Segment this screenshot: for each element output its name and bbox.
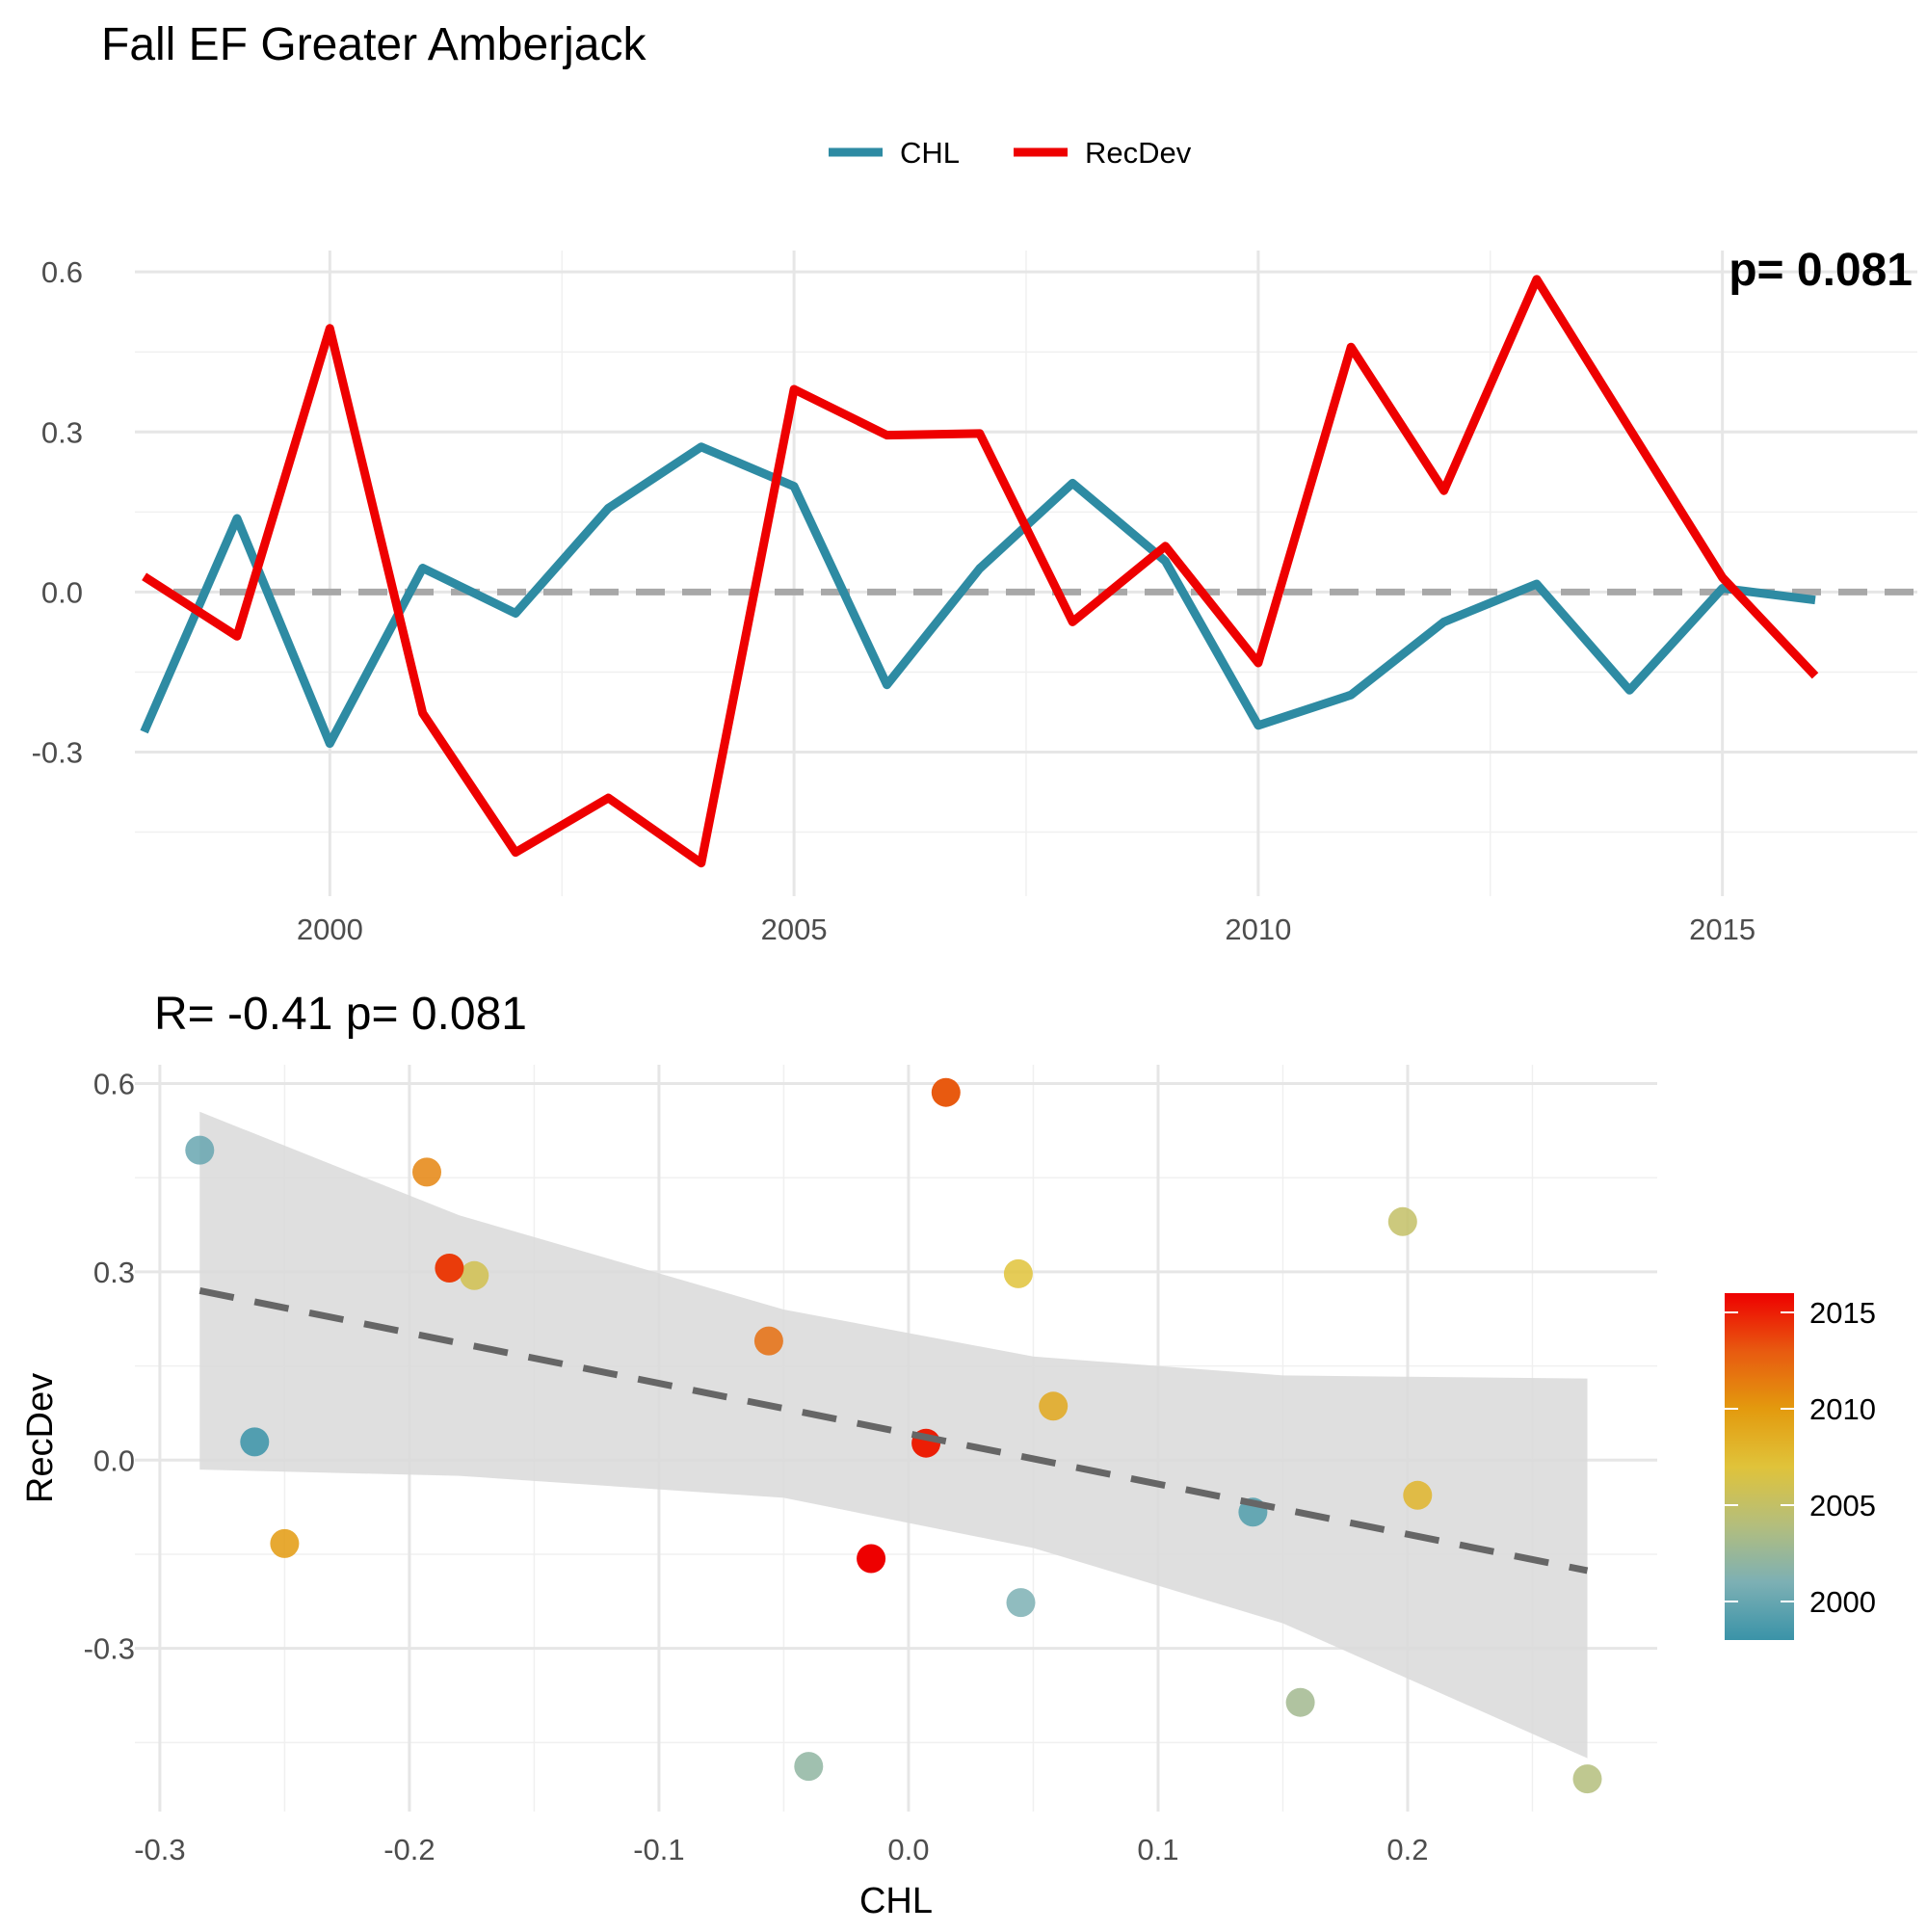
colorbar-label: 2005 (1809, 1489, 1876, 1522)
scatter-point (794, 1752, 824, 1782)
y-tick-label: 0.0 (93, 1443, 135, 1477)
x-tick-label: 2000 (297, 913, 363, 946)
scatter-point (240, 1427, 270, 1457)
y-tick-label: 0.6 (93, 1068, 135, 1101)
scatter-point (1285, 1687, 1315, 1717)
scatter-point (185, 1135, 215, 1165)
scatter-point (1039, 1391, 1069, 1421)
legend-label-chl: CHL (900, 136, 960, 170)
x-tick-label: -0.2 (383, 1833, 435, 1866)
y-tick-label: 0.3 (93, 1256, 135, 1289)
x-tick-label: 0.2 (1386, 1833, 1428, 1866)
y-tick-label: 0.3 (41, 415, 83, 449)
series-line-recdev (142, 275, 1819, 868)
scatter-point (1387, 1206, 1417, 1236)
colorbar: 2000 2005 2010 2015 (1725, 1293, 1876, 1640)
figure-title: Fall EF Greater Amberjack (101, 19, 647, 70)
scatter-point (270, 1528, 300, 1558)
x-tick-label: -0.3 (134, 1833, 185, 1866)
scatter-point (412, 1157, 441, 1187)
colorbar-label: 2000 (1809, 1585, 1876, 1619)
confidence-band (199, 1111, 1588, 1759)
scatter-point (1006, 1588, 1036, 1618)
scatter-title: R= -0.41 p= 0.081 (154, 989, 527, 1040)
x-tick-label: 2005 (761, 913, 828, 946)
colorbar-bar (1725, 1293, 1794, 1640)
x-tick-label: 2015 (1689, 913, 1755, 946)
scatter-point (931, 1077, 961, 1107)
y-tick-label: 0.6 (41, 255, 83, 289)
scatter-panel: R= -0.41 p= 0.081 -0.3 -0.2 -0.1 0.0 0.1 0.2 -0… (20, 989, 1876, 1921)
x-tick-label: 0.0 (887, 1833, 929, 1866)
timeseries-panel: CHL RecDev 2000 2005 2010 2015 -0.3 0.0 0.3 0.6 p=… (32, 136, 1917, 946)
scatter-point (1003, 1258, 1033, 1288)
scatter-point (857, 1544, 886, 1574)
colorbar-label: 2010 (1809, 1392, 1876, 1426)
colorbar-label: 2015 (1809, 1296, 1876, 1330)
x-axis-title: CHL (859, 1881, 933, 1921)
scatter-point (435, 1254, 464, 1283)
fit-line (198, 1287, 1589, 1575)
y-tick-label: -0.3 (84, 1632, 135, 1666)
scatter-point (753, 1326, 783, 1356)
scatter-point (1572, 1764, 1602, 1794)
x-tick-label: 0.1 (1137, 1833, 1178, 1866)
x-tick-label: 2010 (1225, 913, 1291, 946)
y-tick-label: 0.0 (41, 575, 83, 609)
scatter-point (460, 1260, 489, 1290)
series-line-chl (140, 442, 1816, 749)
y-tick-label: -0.3 (32, 735, 83, 769)
scatter-point (1403, 1480, 1433, 1510)
y-axis-title: RecDev (20, 1373, 61, 1503)
corner-stat-text: p= 0.081 (1729, 245, 1913, 296)
x-tick-label: -0.1 (633, 1833, 684, 1866)
legend: CHL RecDev (829, 136, 1192, 170)
legend-label-recdev: RecDev (1085, 136, 1192, 170)
